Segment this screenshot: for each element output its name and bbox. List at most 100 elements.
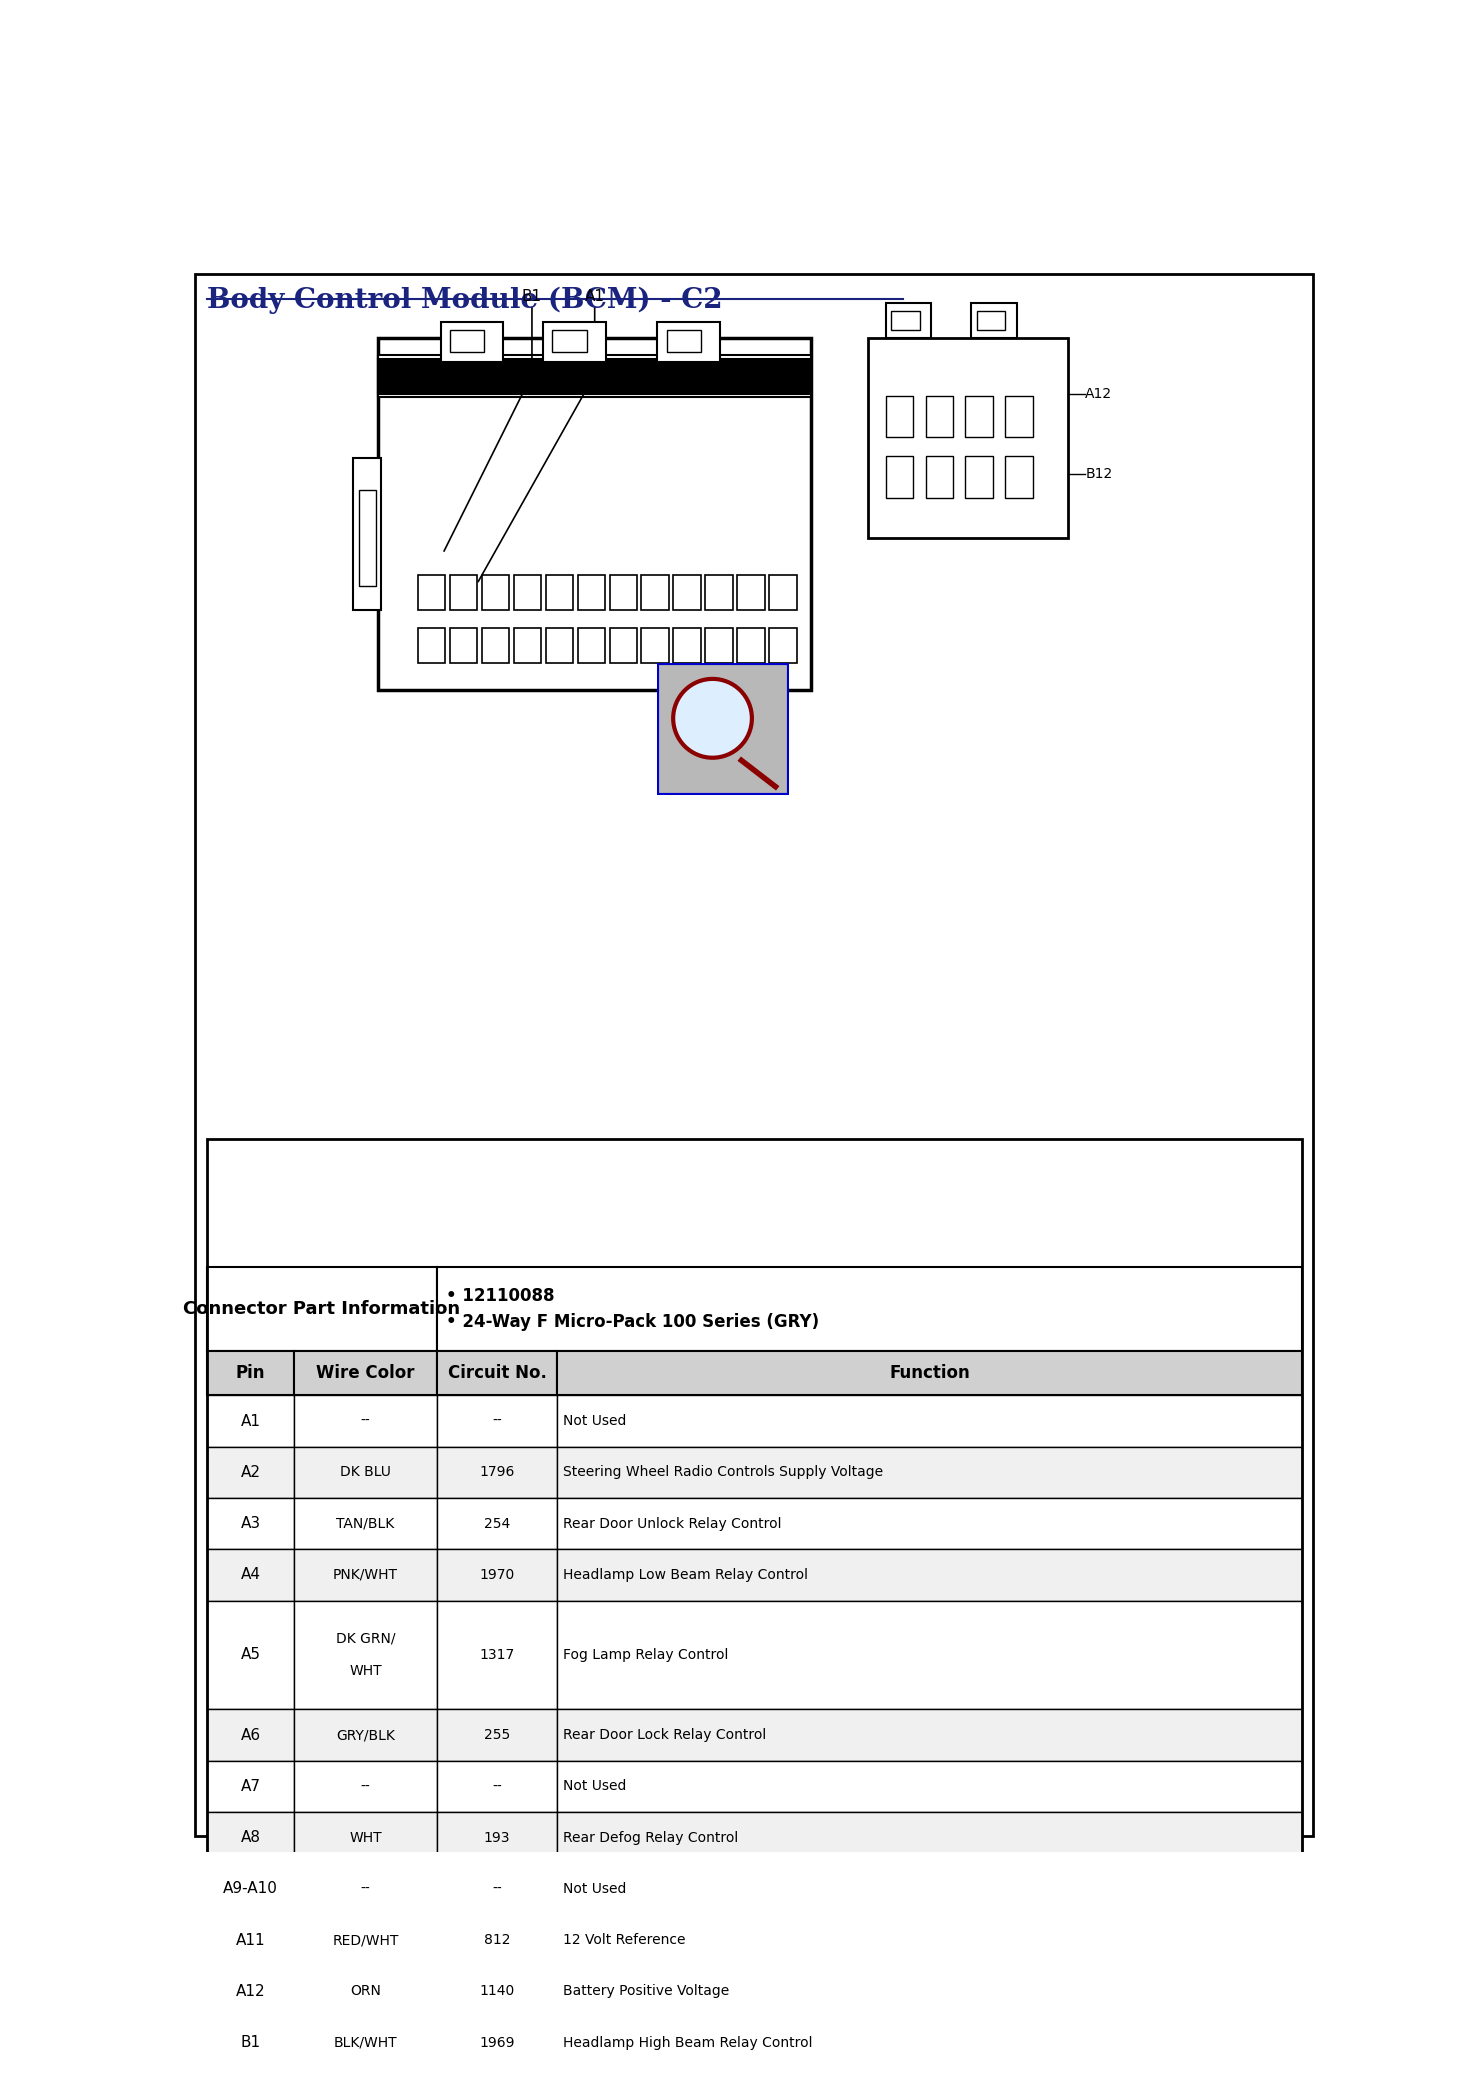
Text: 812: 812: [484, 1933, 511, 1948]
Bar: [206, 1761, 294, 1813]
Bar: [737, 574, 764, 610]
Text: --: --: [492, 1415, 502, 1428]
Bar: [437, 1761, 558, 1813]
Bar: [481, 628, 509, 664]
Bar: [886, 456, 913, 497]
Text: GRY/BLK: GRY/BLK: [336, 1727, 394, 1742]
Bar: [577, 628, 605, 664]
Text: --: --: [492, 1881, 502, 1896]
Text: WHT: WHT: [349, 1831, 381, 1844]
Bar: [658, 323, 720, 362]
Bar: [926, 395, 952, 437]
Text: Pin: Pin: [236, 1363, 265, 1382]
Bar: [667, 329, 701, 352]
Bar: [294, 1548, 437, 1600]
Bar: [558, 2069, 1301, 2081]
Bar: [558, 1915, 1301, 1967]
Text: A4: A4: [240, 1567, 261, 1582]
Text: A1: A1: [240, 1413, 261, 1428]
Bar: [450, 574, 477, 610]
Text: BLK/WHT: BLK/WHT: [334, 2035, 397, 2050]
Bar: [543, 323, 606, 362]
Text: Not Used: Not Used: [562, 1415, 627, 1428]
Text: DK BLU: DK BLU: [340, 1465, 392, 1480]
Bar: [642, 574, 668, 610]
Bar: [437, 1967, 558, 2016]
Bar: [294, 1862, 437, 1915]
Bar: [546, 628, 573, 664]
Bar: [206, 1548, 294, 1600]
Text: Not Used: Not Used: [562, 1881, 627, 1896]
Bar: [437, 1600, 558, 1709]
Text: 193: 193: [484, 1831, 511, 1844]
Bar: [966, 395, 992, 437]
Bar: [437, 1267, 1301, 1351]
Text: Circuit No.: Circuit No.: [447, 1363, 546, 1382]
Bar: [977, 310, 1005, 331]
Text: ORN: ORN: [350, 1985, 381, 1998]
Bar: [206, 1862, 294, 1915]
Bar: [378, 337, 811, 691]
Text: B1: B1: [523, 289, 542, 304]
Bar: [558, 1967, 1301, 2016]
Bar: [609, 574, 637, 610]
Bar: [558, 1498, 1301, 1548]
Bar: [514, 628, 542, 664]
Bar: [294, 1709, 437, 1761]
Bar: [966, 456, 992, 497]
Bar: [437, 1396, 558, 1446]
Bar: [972, 302, 1017, 337]
Text: A9-A10: A9-A10: [224, 1881, 278, 1896]
Bar: [418, 628, 445, 664]
Bar: [437, 1498, 558, 1548]
Text: Headlamp High Beam Relay Control: Headlamp High Beam Relay Control: [562, 2035, 813, 2050]
Bar: [437, 1548, 558, 1600]
Text: Rear Door Lock Relay Control: Rear Door Lock Relay Control: [562, 1727, 767, 1742]
Bar: [294, 1761, 437, 1813]
Text: A3: A3: [240, 1517, 261, 1532]
Text: --: --: [492, 1779, 502, 1794]
Bar: [206, 1396, 294, 1446]
Bar: [437, 1351, 558, 1396]
Bar: [294, 1915, 437, 1967]
Text: Not Used: Not Used: [562, 1779, 627, 1794]
Bar: [206, 1967, 294, 2016]
Text: A6: A6: [240, 1727, 261, 1742]
Bar: [514, 574, 542, 610]
Text: A11: A11: [236, 1933, 265, 1948]
Bar: [891, 310, 920, 331]
Bar: [558, 1813, 1301, 1862]
Text: • 12110088
• 24-Way F Micro-Pack 100 Series (GRY): • 12110088 • 24-Way F Micro-Pack 100 Ser…: [446, 1286, 818, 1332]
Bar: [378, 356, 811, 397]
Bar: [378, 358, 811, 393]
Bar: [558, 1862, 1301, 1915]
Text: A1: A1: [584, 289, 605, 304]
Bar: [546, 574, 573, 610]
Bar: [294, 1498, 437, 1548]
Bar: [440, 323, 503, 362]
Bar: [359, 491, 375, 587]
Text: 254: 254: [484, 1517, 511, 1532]
Bar: [206, 1446, 294, 1498]
Bar: [886, 302, 932, 337]
Text: 1969: 1969: [480, 2035, 515, 2050]
Bar: [437, 2069, 558, 2081]
Text: 1317: 1317: [480, 1648, 515, 1663]
Text: PNK/WHT: PNK/WHT: [333, 1567, 397, 1582]
Text: Headlamp Low Beam Relay Control: Headlamp Low Beam Relay Control: [562, 1567, 808, 1582]
Text: 1140: 1140: [480, 1985, 515, 1998]
Text: A5: A5: [240, 1648, 261, 1663]
Bar: [294, 2069, 437, 2081]
Bar: [552, 329, 587, 352]
Bar: [294, 1600, 437, 1709]
Text: Function: Function: [889, 1363, 970, 1382]
Bar: [206, 1267, 437, 1351]
Bar: [868, 337, 1069, 539]
Text: A7: A7: [240, 1779, 261, 1794]
Bar: [206, 2069, 294, 2081]
Text: Rear Door Unlock Relay Control: Rear Door Unlock Relay Control: [562, 1517, 782, 1532]
Bar: [294, 1813, 437, 1862]
Bar: [1005, 456, 1033, 497]
Text: A12: A12: [1085, 387, 1113, 402]
Bar: [437, 1446, 558, 1498]
